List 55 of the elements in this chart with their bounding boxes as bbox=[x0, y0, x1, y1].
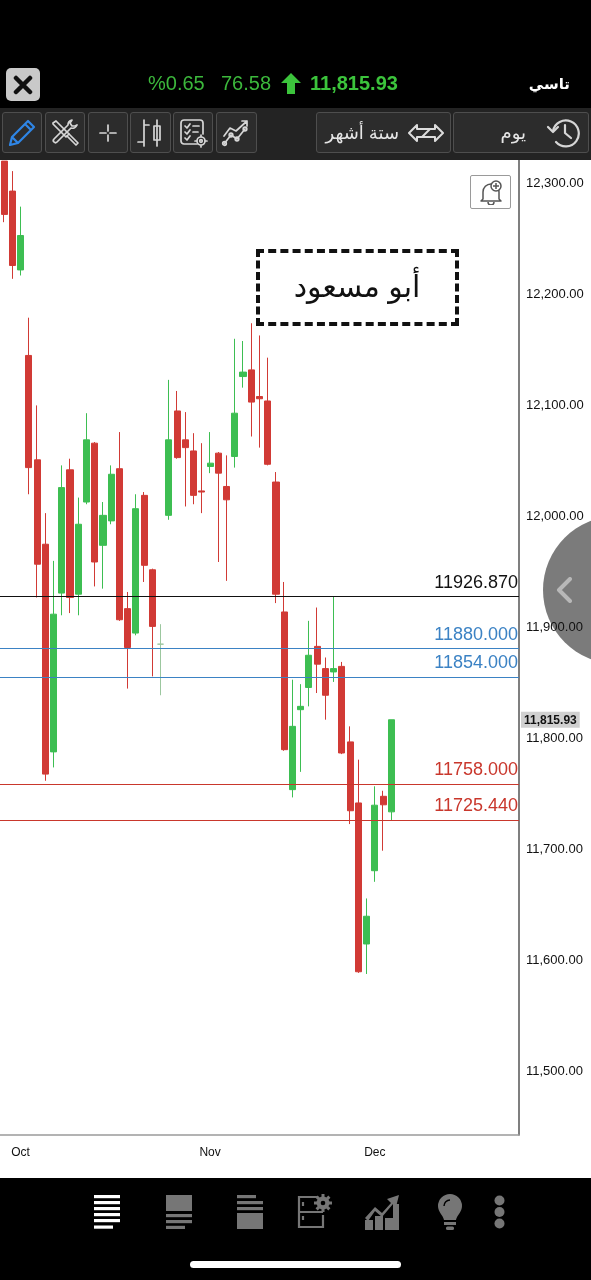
y-tick-label: 11,700.00 bbox=[526, 841, 583, 856]
candlestick bbox=[338, 661, 345, 755]
candlestick bbox=[281, 581, 288, 752]
ref-line-label: 11926.870 bbox=[434, 571, 518, 592]
candlestick bbox=[83, 412, 90, 505]
x-tick-label: Nov bbox=[199, 1145, 221, 1159]
candlestick bbox=[157, 623, 164, 696]
text: تاسي bbox=[528, 74, 570, 95]
candlestick bbox=[239, 340, 247, 389]
x-tick-label: Dec bbox=[364, 1145, 386, 1159]
text: 11,815.93 bbox=[310, 71, 398, 95]
candlestick bbox=[297, 683, 304, 773]
text: 11,815.93 bbox=[524, 712, 578, 727]
candlestick bbox=[314, 607, 321, 694]
candlestick bbox=[141, 491, 148, 583]
candlestick bbox=[388, 719, 395, 821]
candlestick bbox=[75, 497, 82, 616]
candlestick bbox=[289, 679, 296, 798]
y-tick-label: 12,100.00 bbox=[526, 396, 584, 412]
text: %0.65 bbox=[148, 71, 205, 95]
candlestick bbox=[50, 560, 57, 768]
candlestick bbox=[91, 441, 98, 587]
candlestick bbox=[305, 620, 312, 707]
ref-line-label: 11758.000 bbox=[434, 759, 518, 780]
candlestick bbox=[58, 464, 65, 616]
candlestick bbox=[231, 338, 238, 469]
candlestick bbox=[132, 493, 139, 636]
candlestick bbox=[25, 317, 32, 495]
y-tick-label: 12,300.00 bbox=[526, 174, 584, 190]
x-tick-label: Oct bbox=[11, 1145, 31, 1159]
text: 76.58 bbox=[221, 71, 272, 95]
candlestick bbox=[322, 656, 329, 721]
y-tick-label: 11,800.00 bbox=[526, 729, 583, 745]
candlestick bbox=[223, 454, 230, 582]
candlestick bbox=[207, 431, 214, 474]
candlestick bbox=[371, 785, 378, 883]
candlestick bbox=[66, 458, 74, 614]
y-tick-label: 11,600.00 bbox=[526, 952, 583, 968]
candlestick bbox=[363, 897, 370, 975]
candlestick bbox=[215, 451, 222, 563]
text: ستة أشهر bbox=[325, 121, 399, 145]
y-tick-label: 12,200.00 bbox=[526, 285, 584, 301]
y-tick-label: 12,000.00 bbox=[526, 507, 584, 523]
candlestick bbox=[330, 596, 337, 683]
candlestick bbox=[165, 379, 172, 521]
candlestick bbox=[264, 357, 271, 466]
candlestick bbox=[17, 206, 24, 276]
annotation: أبو مسعود bbox=[292, 265, 422, 306]
candlestick bbox=[149, 568, 156, 677]
ref-line-label: 11854.000 bbox=[434, 652, 518, 673]
ref-line-label: 11880.000 bbox=[434, 623, 518, 644]
text: يوم bbox=[500, 122, 526, 145]
candlestick bbox=[272, 471, 280, 604]
y-tick-label: 11,500.00 bbox=[526, 1063, 583, 1079]
ref-line-label: 11725.440 bbox=[434, 795, 518, 816]
